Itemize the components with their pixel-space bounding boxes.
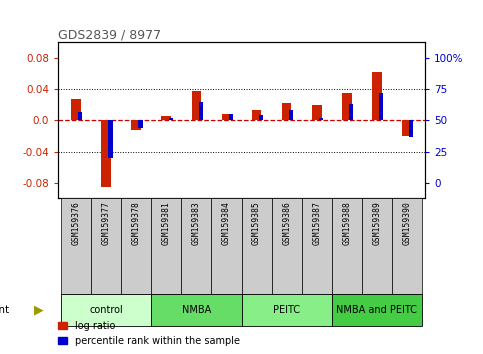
Text: GSM159389: GSM159389 xyxy=(372,201,382,245)
Bar xyxy=(222,114,231,120)
Bar xyxy=(242,198,271,294)
Bar xyxy=(61,198,91,294)
Bar xyxy=(332,294,422,326)
Text: control: control xyxy=(89,305,123,315)
Bar xyxy=(131,120,141,130)
Bar xyxy=(312,105,322,120)
Bar xyxy=(392,198,422,294)
Bar xyxy=(199,102,203,120)
Bar xyxy=(409,120,413,137)
Bar xyxy=(71,99,81,120)
Legend: log ratio, percentile rank within the sample: log ratio, percentile rank within the sa… xyxy=(58,321,240,346)
Bar xyxy=(342,93,352,120)
Text: GSM159388: GSM159388 xyxy=(342,201,351,245)
Bar xyxy=(282,103,291,120)
Bar xyxy=(242,294,332,326)
Bar xyxy=(349,104,353,120)
Bar xyxy=(212,198,242,294)
Text: NMBA and PEITC: NMBA and PEITC xyxy=(337,305,417,315)
Text: agent: agent xyxy=(0,305,10,315)
Text: GSM159390: GSM159390 xyxy=(402,201,412,245)
Bar xyxy=(362,198,392,294)
Text: GSM159377: GSM159377 xyxy=(101,201,111,245)
Bar xyxy=(78,112,83,120)
Bar xyxy=(192,91,201,120)
Bar xyxy=(372,72,382,120)
Bar xyxy=(151,294,242,326)
Text: GSM159381: GSM159381 xyxy=(162,201,171,245)
Bar xyxy=(108,120,113,158)
Bar xyxy=(259,115,263,120)
Bar xyxy=(121,198,151,294)
Text: GSM159384: GSM159384 xyxy=(222,201,231,245)
Text: GSM159386: GSM159386 xyxy=(282,201,291,245)
Text: GSM159376: GSM159376 xyxy=(71,201,81,245)
Bar xyxy=(271,198,302,294)
Bar xyxy=(402,120,412,136)
Bar xyxy=(252,110,261,120)
Bar xyxy=(139,120,142,128)
Bar xyxy=(332,198,362,294)
Text: NMBA: NMBA xyxy=(182,305,211,315)
Text: GSM159383: GSM159383 xyxy=(192,201,201,245)
Bar xyxy=(161,116,171,120)
Bar xyxy=(181,198,212,294)
Text: GSM159385: GSM159385 xyxy=(252,201,261,245)
Bar xyxy=(169,118,173,120)
Text: PEITC: PEITC xyxy=(273,305,300,315)
Bar xyxy=(91,198,121,294)
Bar xyxy=(289,110,293,120)
Text: GDS2839 / 8977: GDS2839 / 8977 xyxy=(58,28,161,41)
Text: ▶: ▶ xyxy=(34,303,43,316)
Bar xyxy=(101,120,111,187)
Text: GSM159387: GSM159387 xyxy=(312,201,321,245)
Text: GSM159378: GSM159378 xyxy=(132,201,141,245)
Bar xyxy=(151,198,181,294)
Bar xyxy=(319,118,323,120)
Bar xyxy=(61,294,151,326)
Bar xyxy=(379,93,384,120)
Bar xyxy=(302,198,332,294)
Bar xyxy=(228,114,233,120)
